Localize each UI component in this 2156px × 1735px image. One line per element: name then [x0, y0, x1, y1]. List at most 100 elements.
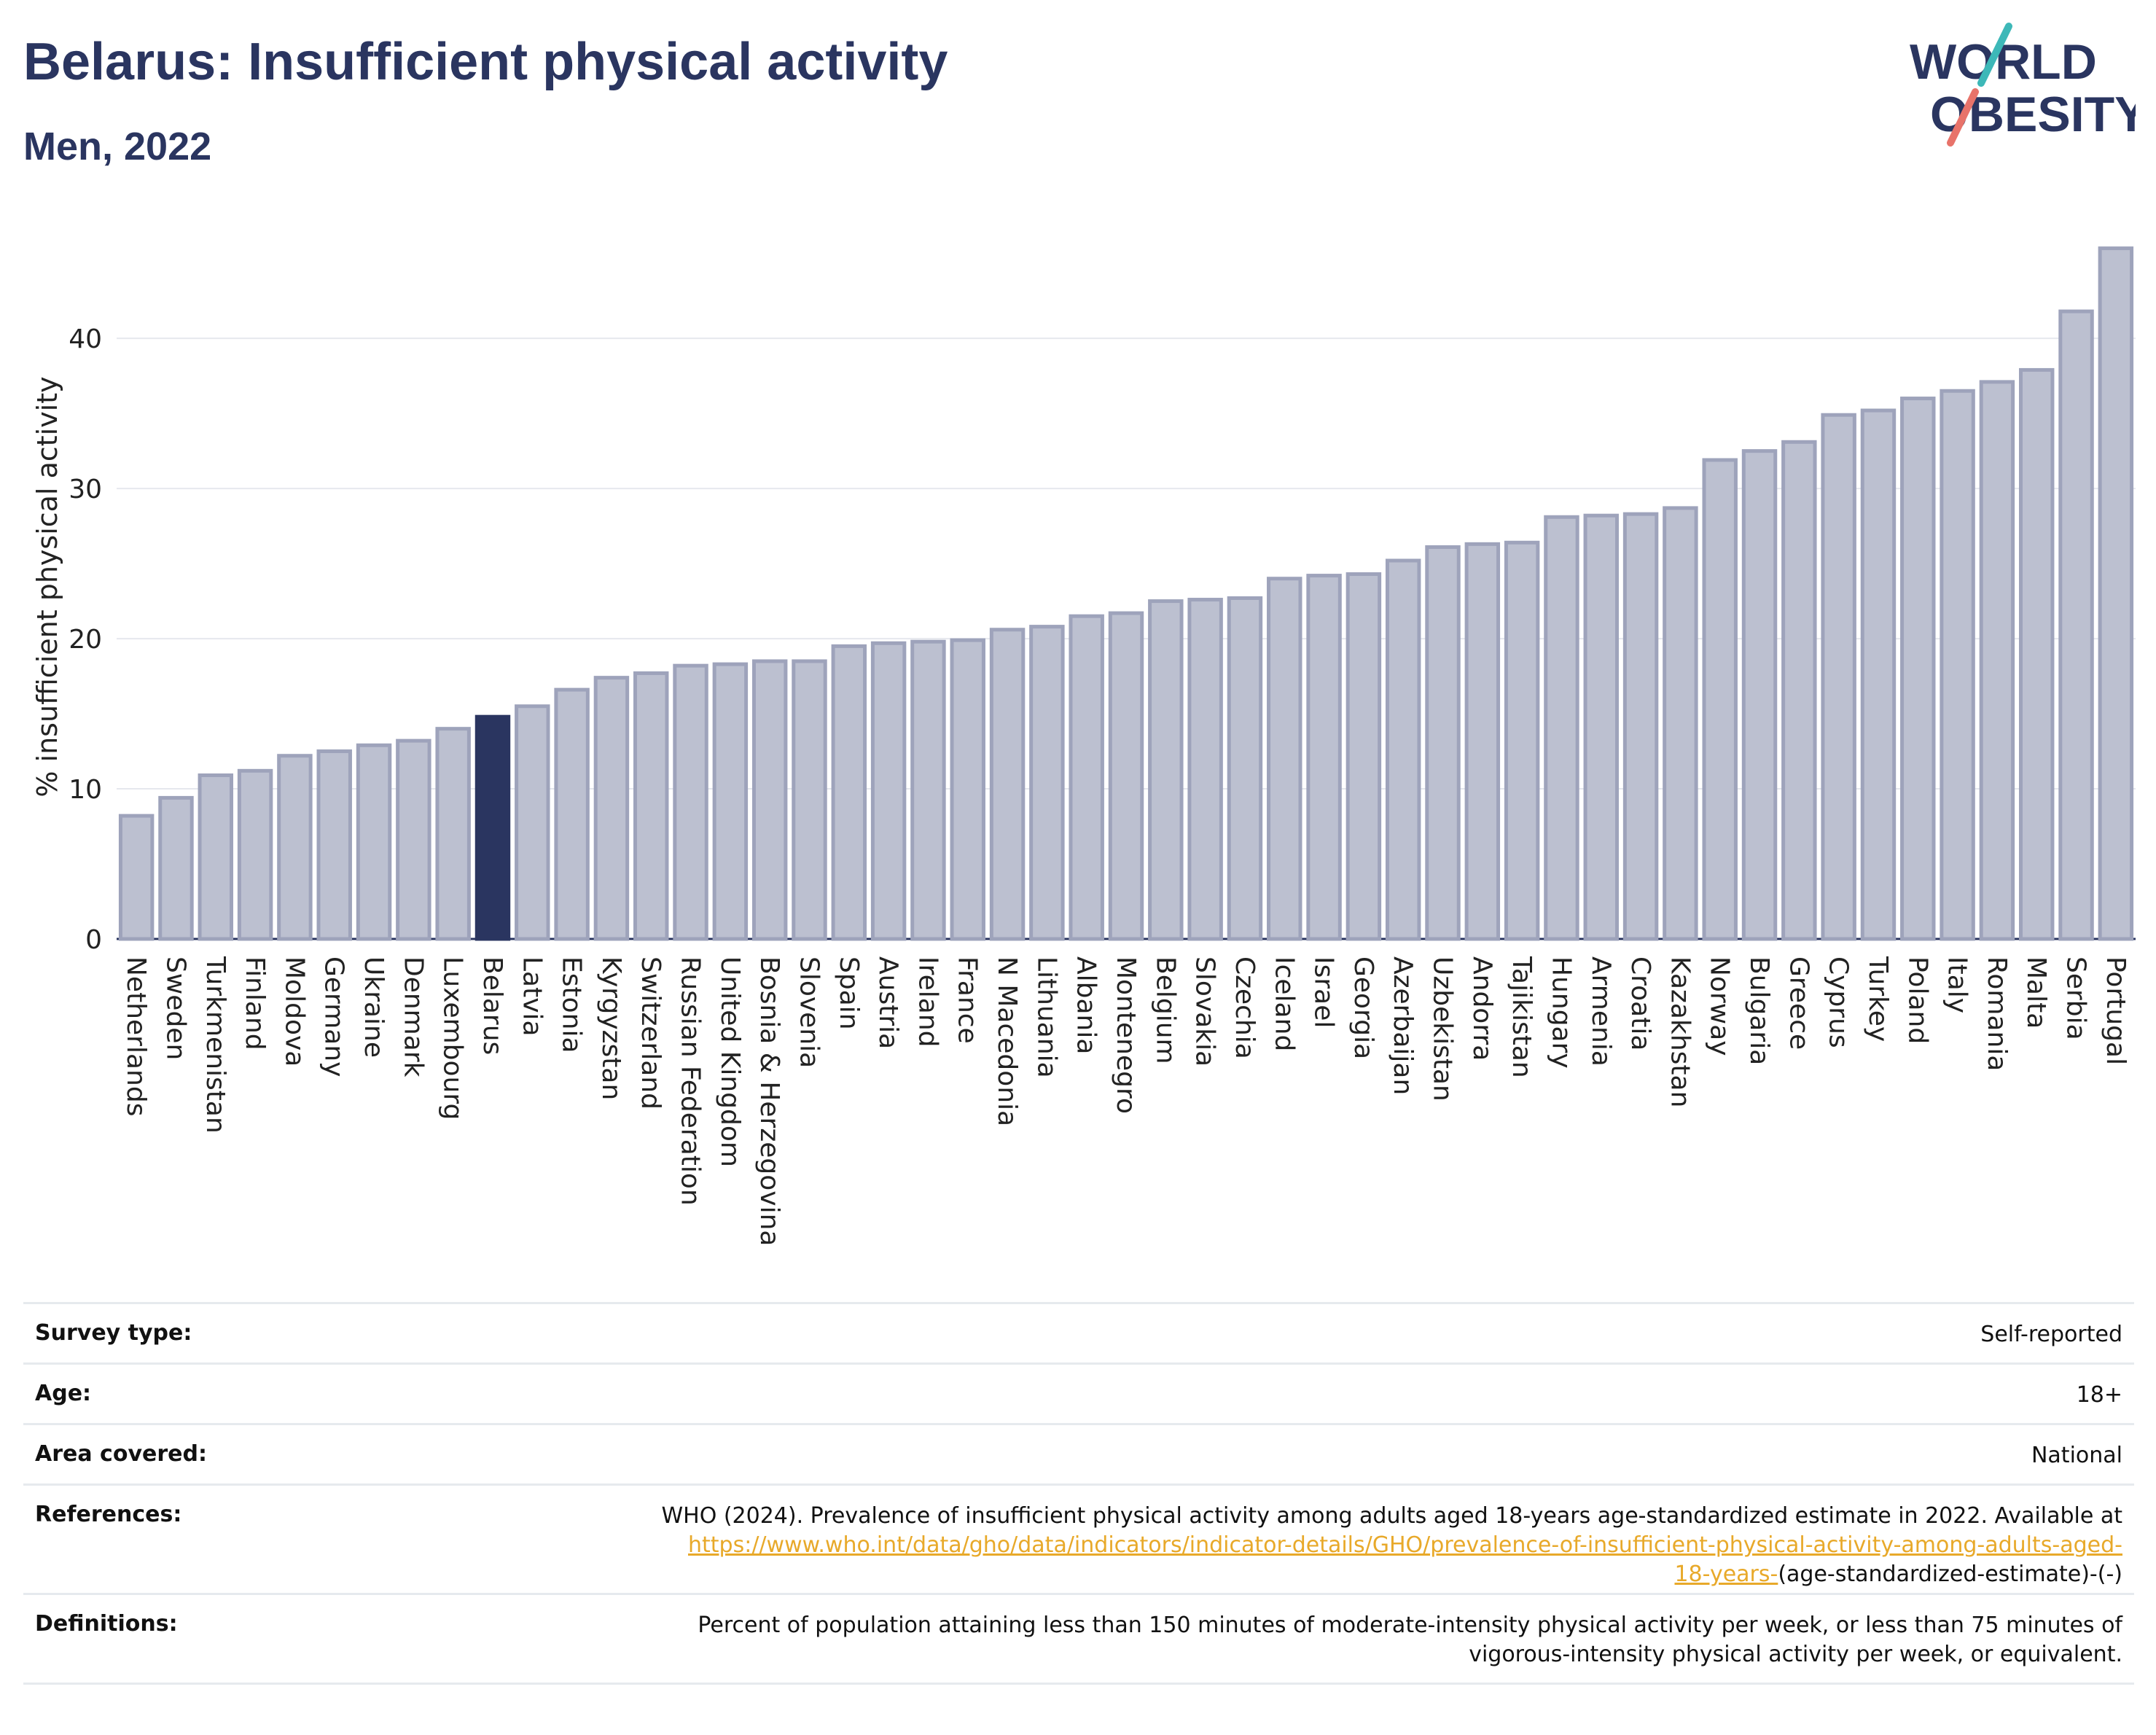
bar-norway	[1702, 458, 1738, 941]
x-tick-label: Denmark	[398, 956, 428, 1077]
x-tick-label: Spain	[834, 956, 864, 1030]
x-axis-ticks: Netherlands Sweden Turkmenistan Finland Mold…	[121, 956, 2130, 1246]
x-tick-label: Moldova	[279, 956, 309, 1067]
bar-lithuania	[1029, 625, 1065, 941]
survey-type-value: Self-reported	[1980, 1322, 2122, 1347]
age-value: 18+	[2076, 1382, 2122, 1408]
survey-type-label: Survey type:	[35, 1320, 192, 1346]
bar-sweden	[158, 795, 194, 941]
bar-azerbaijan	[1385, 558, 1421, 941]
x-tick-label: Ukraine	[359, 956, 388, 1058]
bar-iceland	[1267, 577, 1302, 941]
x-tick-label: Slovakia	[1190, 956, 1220, 1067]
x-tick-label: Latvia	[517, 956, 547, 1037]
x-tick-label: Czechia	[1230, 956, 1259, 1059]
x-tick-label: Portugal	[2101, 956, 2130, 1065]
x-tick-label: Albania	[1071, 956, 1101, 1054]
metadata-table: Survey type: Self-reported Age: 18+ Area…	[23, 1302, 2134, 1685]
logo-teal-slash	[1977, 23, 2012, 87]
x-tick-label: Uzbekistan	[1428, 956, 1458, 1102]
x-tick-label: Italy	[1942, 956, 1972, 1013]
bar-estonia	[554, 687, 590, 941]
bar-slovakia	[1187, 598, 1223, 941]
bar-israel	[1306, 574, 1342, 941]
bar-netherlands	[118, 814, 155, 941]
x-tick-label: Croatia	[1625, 956, 1655, 1050]
bar-romania	[1979, 380, 2015, 941]
bar-uzbekistan	[1425, 545, 1461, 941]
bar-belgium	[1148, 599, 1184, 941]
x-tick-label: Israel	[1309, 956, 1339, 1028]
area-label: Area covered:	[35, 1441, 207, 1467]
x-tick-label: Ireland	[913, 956, 942, 1048]
bar-slovenia	[792, 659, 827, 941]
x-tick-label: France	[953, 956, 983, 1044]
bar-finland	[237, 768, 273, 941]
bar-greece	[1781, 440, 1817, 941]
definitions-line2: vigorous-intensity physical activity per…	[1469, 1642, 2122, 1667]
x-tick-label: Kyrgyzstan	[596, 956, 626, 1100]
bar-belarus	[474, 714, 511, 941]
y-axis-ticks: 0 10 20 30 40	[69, 324, 102, 955]
references-text: WHO (2024). Prevalence of insufficient p…	[661, 1503, 2122, 1529]
bar-croatia	[1622, 512, 1659, 941]
bar-turkmenistan	[198, 773, 234, 941]
bar-hungary	[1544, 515, 1579, 941]
definitions-value: Percent of population attaining less tha…	[698, 1611, 2122, 1669]
x-tick-label: Belarus	[477, 956, 507, 1055]
page-title: Belarus: Insufficient physical activity	[23, 33, 948, 91]
bar-luxembourg	[435, 727, 471, 941]
x-tick-label: Romania	[1982, 956, 2012, 1071]
world-obesity-logo: WORLD OBESITY	[1910, 23, 2136, 147]
x-tick-label: Switzerland	[636, 956, 665, 1110]
bar-montenegro	[1108, 611, 1144, 941]
reference-link[interactable]: https://www.who.int/data/gho/data/indica…	[688, 1532, 2122, 1558]
x-tick-label: Tajikistan	[1507, 956, 1536, 1078]
x-tick-label: Sweden	[160, 956, 190, 1060]
bar-switzerland	[633, 671, 669, 941]
x-tick-label: Georgia	[1348, 956, 1378, 1059]
definitions-line1: Percent of population attaining less tha…	[698, 1613, 2122, 1638]
bar-tajikistan	[1504, 540, 1540, 941]
bar-serbia	[2058, 309, 2094, 941]
x-tick-label: Lithuania	[1031, 956, 1061, 1078]
bar-andorra	[1464, 542, 1501, 941]
bar-ukraine	[356, 743, 392, 941]
definitions-label: Definitions:	[35, 1611, 178, 1637]
x-tick-label: Estonia	[557, 956, 587, 1053]
x-tick-label: Belgium	[1150, 956, 1180, 1064]
x-tick-label: Bulgaria	[1744, 956, 1774, 1065]
logo-coral-slash	[1947, 88, 1979, 147]
x-tick-label: Andorra	[1467, 956, 1497, 1061]
x-tick-label: Hungary	[1546, 956, 1576, 1069]
x-tick-label: Azerbaijan	[1388, 956, 1418, 1095]
x-tick-label: Cyprus	[1824, 956, 1854, 1048]
meta-row-definitions: Definitions: Percent of population attai…	[23, 1593, 2134, 1685]
x-tick-label: United Kingdom	[715, 956, 745, 1167]
x-tick-label: Austria	[873, 956, 903, 1049]
x-tick-label: Russian Federation	[676, 956, 706, 1206]
x-tick-label: Malta	[2021, 956, 2051, 1029]
references-label: References:	[35, 1502, 182, 1527]
reference-link-continued[interactable]: 18-years-	[1674, 1562, 1778, 1587]
bar-poland	[1900, 397, 1936, 941]
bar-cyprus	[1821, 413, 1856, 941]
page-subtitle: Men, 2022	[23, 125, 212, 168]
x-tick-label: Netherlands	[121, 956, 151, 1116]
bar-armenia	[1583, 513, 1619, 941]
area-value: National	[2031, 1443, 2122, 1468]
x-tick-label: Montenegro	[1111, 956, 1141, 1114]
x-tick-label: Luxembourg	[438, 956, 468, 1120]
x-tick-label: Armenia	[1586, 956, 1616, 1067]
bar-denmark	[396, 738, 431, 941]
bar-malta	[2018, 367, 2055, 941]
bar-n-macedonia	[989, 628, 1026, 941]
bar-czechia	[1227, 596, 1263, 941]
y-tick-label: 30	[69, 475, 102, 504]
bar-germany	[316, 749, 352, 941]
bar-chart: 0 10 20 30 40 Netherlands Sweden Turkmenistan F…	[31, 246, 2136, 1246]
bar-albania	[1069, 614, 1104, 941]
bar-portugal	[2098, 246, 2134, 941]
x-tick-label: Kazakhstan	[1665, 956, 1695, 1107]
bar-france	[950, 638, 985, 941]
